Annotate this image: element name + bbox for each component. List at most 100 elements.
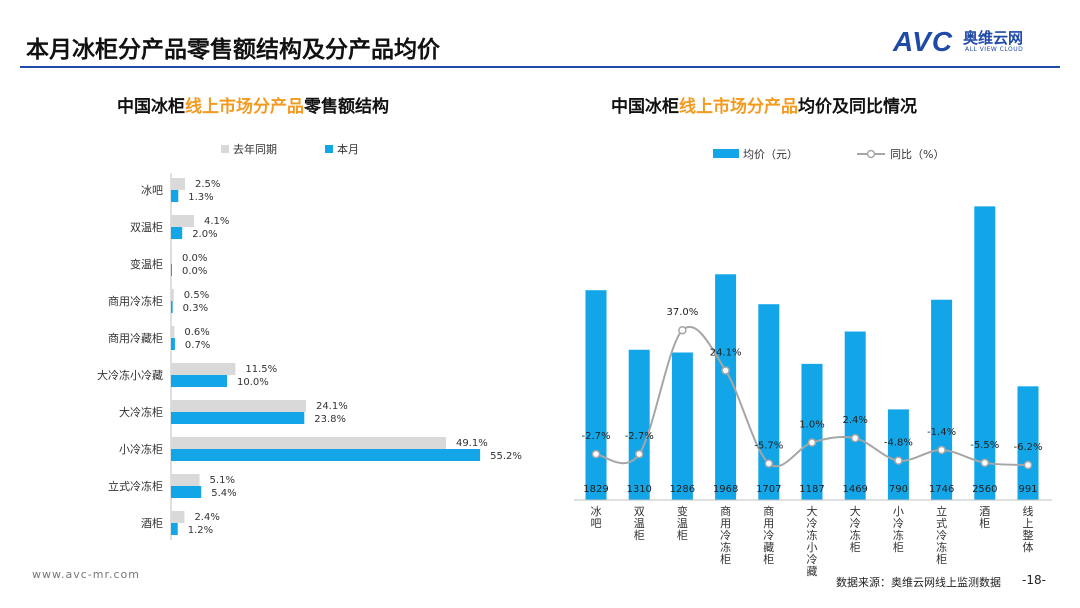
category-label: 冰吧 (141, 184, 163, 197)
bar-value-label: 991 (1018, 484, 1037, 495)
x-category-label: 大冷冻柜 (850, 504, 861, 554)
left-legend: 去年同期 本月 (221, 142, 359, 156)
category-label: 商用冷藏柜 (108, 331, 163, 345)
left-category-group: 大冷冻小冷藏 11.5% 10.0% (97, 363, 277, 388)
data-label-last-year: 4.1% (204, 216, 229, 227)
bar-this-month (171, 227, 183, 239)
right-chart-title: 中国冰柜线上市场分产品均价及同比情况 (611, 92, 917, 117)
logo-en: ALL VIEW CLOUD (965, 46, 1024, 53)
bar-avg-price (758, 304, 780, 500)
right-title-part1: 中国冰柜 (611, 97, 679, 117)
bar-this-month (171, 523, 178, 535)
category-label: 商用冷冻柜 (108, 294, 163, 308)
avc-logo: AVC 奥维云网 ALL VIEW CLOUD (893, 27, 1053, 57)
bar-avg-price (801, 363, 823, 500)
bar-avg-price (715, 274, 737, 500)
logo-mark: AVC (893, 26, 954, 57)
right-legend: 均价（元） 同比（%） (713, 148, 944, 161)
left-chart-title: 中国冰柜线上市场分产品零售额结构 (117, 92, 389, 117)
bar-this-month (171, 301, 173, 313)
price-bar-line-chart: 均价（元） 同比（%） 1829 1310 1286 1968 1707 1187 1469 79… (574, 148, 1052, 578)
category-label: 大冷冻小冷藏 (97, 368, 163, 382)
bar-this-month (171, 486, 202, 498)
right-title-highlight: 线上市场分产品 (679, 97, 798, 117)
left-category-group: 商用冷藏柜 0.6% 0.7% (108, 326, 210, 351)
data-label-this-month: 2.0% (192, 229, 217, 240)
yoy-label: 24.1% (710, 347, 742, 358)
x-category-label: 商用冷藏柜 (763, 504, 774, 566)
data-label-last-year: 5.1% (210, 475, 235, 486)
data-label-last-year: 0.0% (182, 253, 207, 264)
data-label-this-month: 0.0% (182, 266, 207, 277)
left-category-group: 立式冷冻柜 5.1% 5.4% (108, 474, 237, 499)
bar-value-label: 1469 (842, 484, 867, 495)
x-category-label: 双温柜 (634, 505, 645, 542)
yoy-label: -5.5% (970, 440, 999, 451)
bar-this-month (171, 412, 305, 424)
legend-swatch-last-year (221, 145, 229, 153)
yoy-point (721, 366, 730, 375)
yoy-label: 1.0% (799, 420, 824, 431)
yoy-point (894, 456, 903, 465)
category-label: 双温柜 (130, 221, 163, 234)
data-label-last-year: 2.4% (194, 512, 219, 523)
bar-last-year (171, 363, 236, 375)
yoy-label: -5.7% (754, 440, 783, 451)
data-label-this-month: 10.0% (237, 377, 269, 388)
x-category-label: 商用冷冻柜 (720, 504, 731, 566)
yoy-point (850, 433, 860, 443)
right-title-part3: 均价及同比情况 (798, 97, 917, 117)
bar-last-year (171, 511, 185, 523)
bar-value-label: 790 (889, 484, 908, 495)
yoy-point (764, 459, 774, 468)
x-category-label: 立式冷冻柜 (936, 504, 947, 566)
left-category-group: 大冷冻柜 24.1% 23.8% (119, 400, 348, 425)
yoy-label: -2.7% (581, 431, 610, 442)
bar-last-year (171, 326, 175, 338)
legend-label-this-month: 本月 (337, 142, 359, 156)
legend-swatch-avg-price (713, 149, 739, 158)
yoy-point (980, 458, 990, 468)
yoy-label: 2.4% (842, 415, 867, 426)
page-number: -18- (1022, 573, 1046, 587)
bar-this-month (171, 264, 172, 276)
data-label-this-month: 5.4% (211, 488, 236, 499)
category-label: 变温柜 (130, 257, 163, 271)
bar-this-month (171, 449, 481, 461)
category-label: 大冷冻柜 (119, 405, 163, 419)
bar-last-year (171, 178, 185, 190)
yoy-point (807, 438, 817, 447)
left-category-group: 酒柜 2.4% 1.2% (141, 511, 220, 536)
category-label: 小冷冻柜 (119, 442, 163, 456)
page-title: 本月冰柜分产品零售额结构及分产品均价 (26, 37, 440, 63)
bar-value-label: 1310 (626, 484, 651, 495)
data-label-this-month: 1.3% (188, 192, 213, 203)
bar-value-label: 1286 (670, 484, 695, 495)
legend-label-yoy: 同比（%） (890, 148, 944, 161)
bar-value-label: 1707 (756, 484, 781, 495)
bar-this-month (171, 375, 227, 387)
bar-this-month (171, 338, 175, 350)
data-label-last-year: 0.5% (184, 290, 209, 301)
yoy-label: 37.0% (667, 307, 699, 318)
left-title-part1: 中国冰柜 (117, 97, 185, 117)
bar-value-label: 1968 (713, 484, 738, 495)
yoy-point (634, 449, 644, 459)
bar-avg-price (931, 299, 953, 500)
bar-last-year (171, 400, 306, 412)
logo-cn: 奥维云网 (963, 29, 1024, 47)
yoy-label: -1.4% (927, 427, 956, 438)
bar-value-label: 1746 (929, 484, 954, 495)
yoy-point (937, 445, 946, 455)
data-label-this-month: 0.7% (185, 340, 210, 351)
bar-avg-price (671, 352, 693, 500)
bar-avg-price (887, 409, 909, 500)
category-label: 立式冷冻柜 (108, 479, 163, 493)
data-label-this-month: 23.8% (314, 414, 346, 425)
left-category-group: 冰吧 2.5% 1.3% (141, 178, 220, 203)
left-category-group: 双温柜 4.1% 2.0% (130, 215, 229, 240)
left-category-group: 小冷冻柜 49.1%55.2% (119, 437, 522, 462)
data-label-this-month: 55.2% (490, 451, 522, 462)
bar-value-label: 1187 (799, 484, 824, 495)
